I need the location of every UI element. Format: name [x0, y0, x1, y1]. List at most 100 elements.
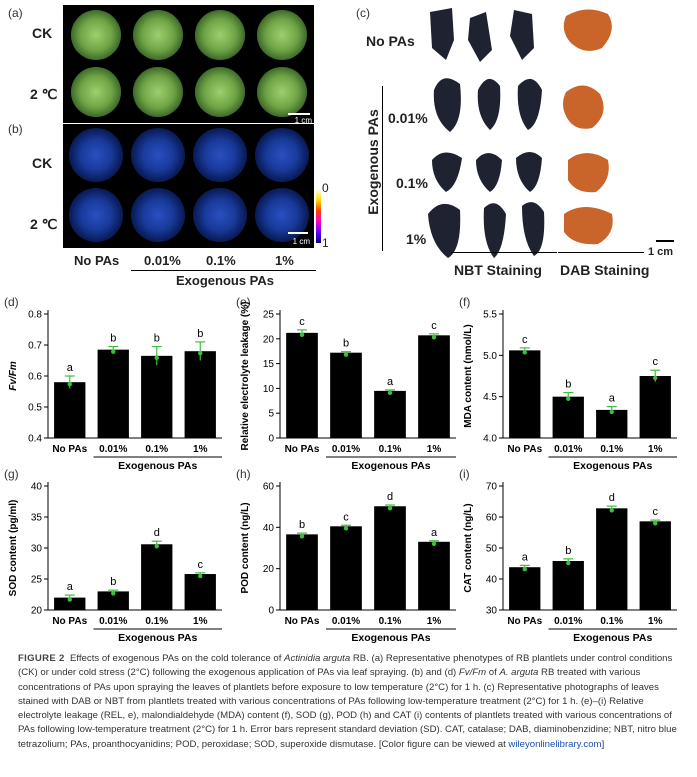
sig-letter-3-3: c [198, 559, 204, 571]
ab-col-1: 0.01% [144, 253, 181, 268]
panel-b-row-2c: 2 ℃ [30, 216, 58, 232]
c-row-001: 0.01% [388, 110, 428, 126]
point-0-1 [111, 349, 116, 354]
x-tick-label-0-1: 0.01% [99, 444, 127, 455]
point-3-0 [67, 597, 72, 602]
caption-link[interactable]: wileyonlinelibrary.com [508, 738, 602, 750]
bar-3-3 [184, 574, 216, 610]
point-2-2 [609, 409, 614, 415]
bar-3-1 [97, 591, 129, 610]
c-row-1: 1% [406, 231, 427, 247]
bar-4-0 [286, 534, 318, 610]
panel-letter-4: (h) [236, 467, 251, 481]
y-tick-label-3-1: 25 [31, 575, 43, 586]
c-side-label: Exogenous PAs [365, 109, 381, 215]
y-tick-label-0-4: 0.8 [28, 310, 42, 321]
point-3-1 [111, 591, 116, 596]
bar-5-3 [639, 521, 671, 610]
y-label-0: Fv/Fm [8, 361, 19, 391]
bar-2-1 [552, 396, 584, 438]
panel-letter-3: (g) [4, 467, 19, 481]
point-4-1 [343, 526, 349, 531]
x-tick-label-1-3: 1% [427, 444, 442, 455]
y-tick-label-0-1: 0.5 [28, 403, 42, 414]
point-4-3 [431, 541, 437, 546]
panel-letter-5: (i) [459, 467, 470, 481]
y-tick-label-3-0: 20 [31, 606, 43, 617]
y-label-3: SOD content (pg/ml) [8, 500, 19, 597]
x-tick-label-1-0: No PAs [285, 444, 320, 455]
ab-col-0: No PAs [74, 253, 120, 268]
caption-text-2: RB. (a) Representative phenotypes of RB … [18, 653, 673, 679]
panel-a-scale: 1 cm [294, 116, 312, 125]
sig-letter-2-0: c [522, 334, 528, 346]
caption-species-2: A. arguta [499, 667, 539, 679]
point-1-1 [343, 352, 349, 357]
bar-4-1 [330, 526, 362, 610]
sig-letter-1-2: a [387, 376, 394, 388]
c-scale: 1 cm [648, 246, 674, 258]
bar-0-3 [184, 351, 216, 438]
y-tick-label-5-2: 50 [486, 544, 498, 555]
y-tick-label-3-4: 40 [31, 482, 43, 493]
colorbar-top-label: 0 [322, 181, 329, 195]
bar-4-2 [374, 506, 406, 610]
bar-5-1 [552, 561, 584, 610]
sig-letter-4-1: c [343, 511, 349, 523]
x-tick-label-4-2: 0.1% [379, 616, 402, 627]
sig-letter-3-0: a [67, 581, 74, 593]
point-5-0 [522, 567, 527, 572]
bar-3-2 [141, 544, 173, 610]
point-0-2 [154, 355, 159, 361]
y-tick-label-1-5: 25 [263, 310, 275, 321]
sig-letter-0-0: a [67, 362, 74, 374]
ab-col-3: 1% [275, 253, 294, 268]
panel-b-letter: (b) [8, 122, 23, 136]
y-tick-label-3-2: 30 [31, 544, 43, 555]
bar-1-1 [330, 352, 362, 438]
c-xlab-nbt: NBT Staining [454, 262, 542, 278]
x-tick-label-4-3: 1% [427, 616, 442, 627]
colorbar-bottom-label: 1 [322, 236, 329, 250]
group-label-0: Exogenous PAs [118, 460, 197, 472]
caption-species: Actinidia arguta [284, 653, 351, 664]
bar-1-0 [286, 332, 318, 438]
x-tick-label-3-1: 0.01% [99, 616, 127, 627]
figure-caption: FIGURE 2 Effects of exogenous PAs on the… [18, 652, 678, 752]
panel-letter-1: (e) [236, 295, 251, 309]
bar-2-2 [596, 409, 628, 438]
sig-letter-5-1: b [565, 545, 571, 557]
panel-c: No PAs 0.01% 0.1% 1% Exogenous PAs NB [356, 0, 696, 290]
y-tick-label-1-4: 20 [263, 334, 275, 345]
y-tick-label-0-0: 0.4 [28, 434, 42, 445]
panel-c-letter: (c) [356, 6, 370, 20]
bar-2-0 [509, 350, 541, 438]
x-tick-label-1-1: 0.01% [332, 444, 360, 455]
y-label-2: MDA content (nmol/L) [463, 324, 474, 428]
bar-0-0 [54, 382, 86, 438]
x-tick-label-5-3: 1% [648, 616, 663, 627]
sig-letter-3-2: d [154, 527, 160, 539]
caption-label: FIGURE 2 [18, 653, 65, 664]
bar-4-3 [418, 541, 450, 610]
sig-letter-1-0: c [299, 316, 305, 328]
bar-0-2 [141, 355, 173, 438]
sig-letter-1-3: c [431, 320, 437, 332]
ab-group-line [131, 270, 316, 271]
sig-letter-2-1: b [565, 379, 571, 391]
y-tick-label-1-3: 15 [263, 359, 275, 370]
sig-letter-3-1: b [110, 576, 116, 588]
point-4-2 [387, 506, 393, 511]
x-tick-label-3-0: No PAs [52, 616, 87, 627]
y-tick-label-5-3: 60 [486, 513, 498, 524]
sig-letter-0-1: b [110, 333, 116, 345]
y-label-4: POD content (ng/L) [240, 502, 251, 593]
point-0-0 [67, 382, 72, 387]
bar-3-0 [54, 597, 86, 610]
sig-letter-5-2: d [609, 492, 615, 504]
y-label-5: CAT content (ng/L) [463, 503, 474, 592]
sig-letter-4-3: a [431, 527, 438, 539]
x-tick-label-3-2: 0.1% [145, 616, 168, 627]
y-tick-label-5-1: 40 [486, 575, 498, 586]
group-label-1: Exogenous PAs [351, 460, 430, 472]
